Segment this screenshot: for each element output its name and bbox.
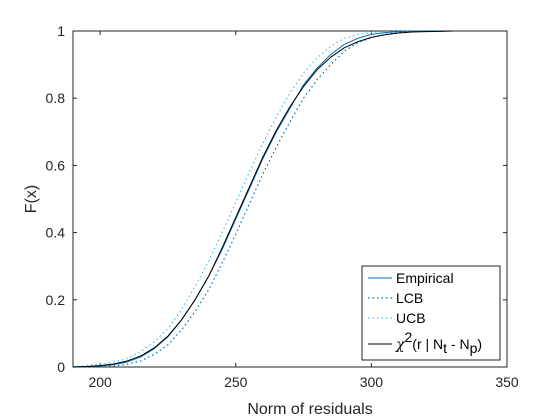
legend-label-empirical: Empirical	[396, 270, 454, 286]
x-tick-label: 300	[360, 374, 384, 390]
legend-chi-text-1: (r | N	[412, 336, 443, 352]
legend-chi-subscript-p: p	[470, 340, 478, 356]
y-tick-label: 0.8	[46, 90, 66, 106]
y-tick-label: 0.4	[46, 225, 66, 241]
legend-label-chi-squared: χ2(r | Nt - Np)	[395, 329, 482, 356]
y-tick-label: 0.2	[46, 292, 66, 308]
legend-chi-text-3: )	[477, 336, 482, 352]
y-tick-label: 0	[57, 359, 65, 375]
series-line-ucb	[72, 30, 445, 368]
legend-label-ucb: UCB	[396, 310, 426, 326]
series-layer	[72, 30, 453, 368]
y-tick-label: 0.6	[46, 157, 66, 173]
x-axis-ticks: 200 250 300 350	[88, 31, 519, 390]
series-line-lcb	[72, 30, 445, 368]
series-line-chi-squared	[72, 30, 453, 368]
legend-label-lcb: LCB	[396, 290, 423, 306]
legend-item-chi-squared: χ2(r | Nt - Np)	[368, 329, 482, 356]
legend-item-ucb: UCB	[368, 310, 426, 326]
legend: Empirical LCB UCB χ2(r | Nt - Np)	[361, 265, 501, 361]
legend-item-empirical: Empirical	[368, 270, 454, 286]
x-tick-label: 250	[224, 374, 248, 390]
legend-chi-text-2: - N	[447, 336, 470, 352]
y-tick-label: 1	[57, 23, 65, 39]
y-axis-label: F(x)	[23, 185, 40, 213]
legend-chi-subscript-t: t	[443, 340, 447, 356]
x-tick-label: 350	[495, 374, 519, 390]
series-line-empirical	[72, 30, 445, 368]
legend-chi-superscript: 2	[404, 329, 412, 345]
legend-item-lcb: LCB	[368, 290, 423, 306]
x-axis-label: Norm of residuals	[247, 401, 372, 418]
x-tick-label: 200	[88, 374, 112, 390]
legend-chi-symbol: χ	[395, 337, 406, 353]
